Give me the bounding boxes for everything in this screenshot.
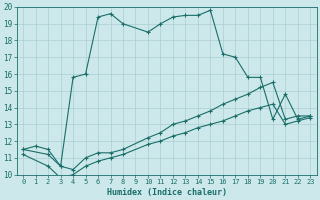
X-axis label: Humidex (Indice chaleur): Humidex (Indice chaleur) xyxy=(107,188,227,197)
